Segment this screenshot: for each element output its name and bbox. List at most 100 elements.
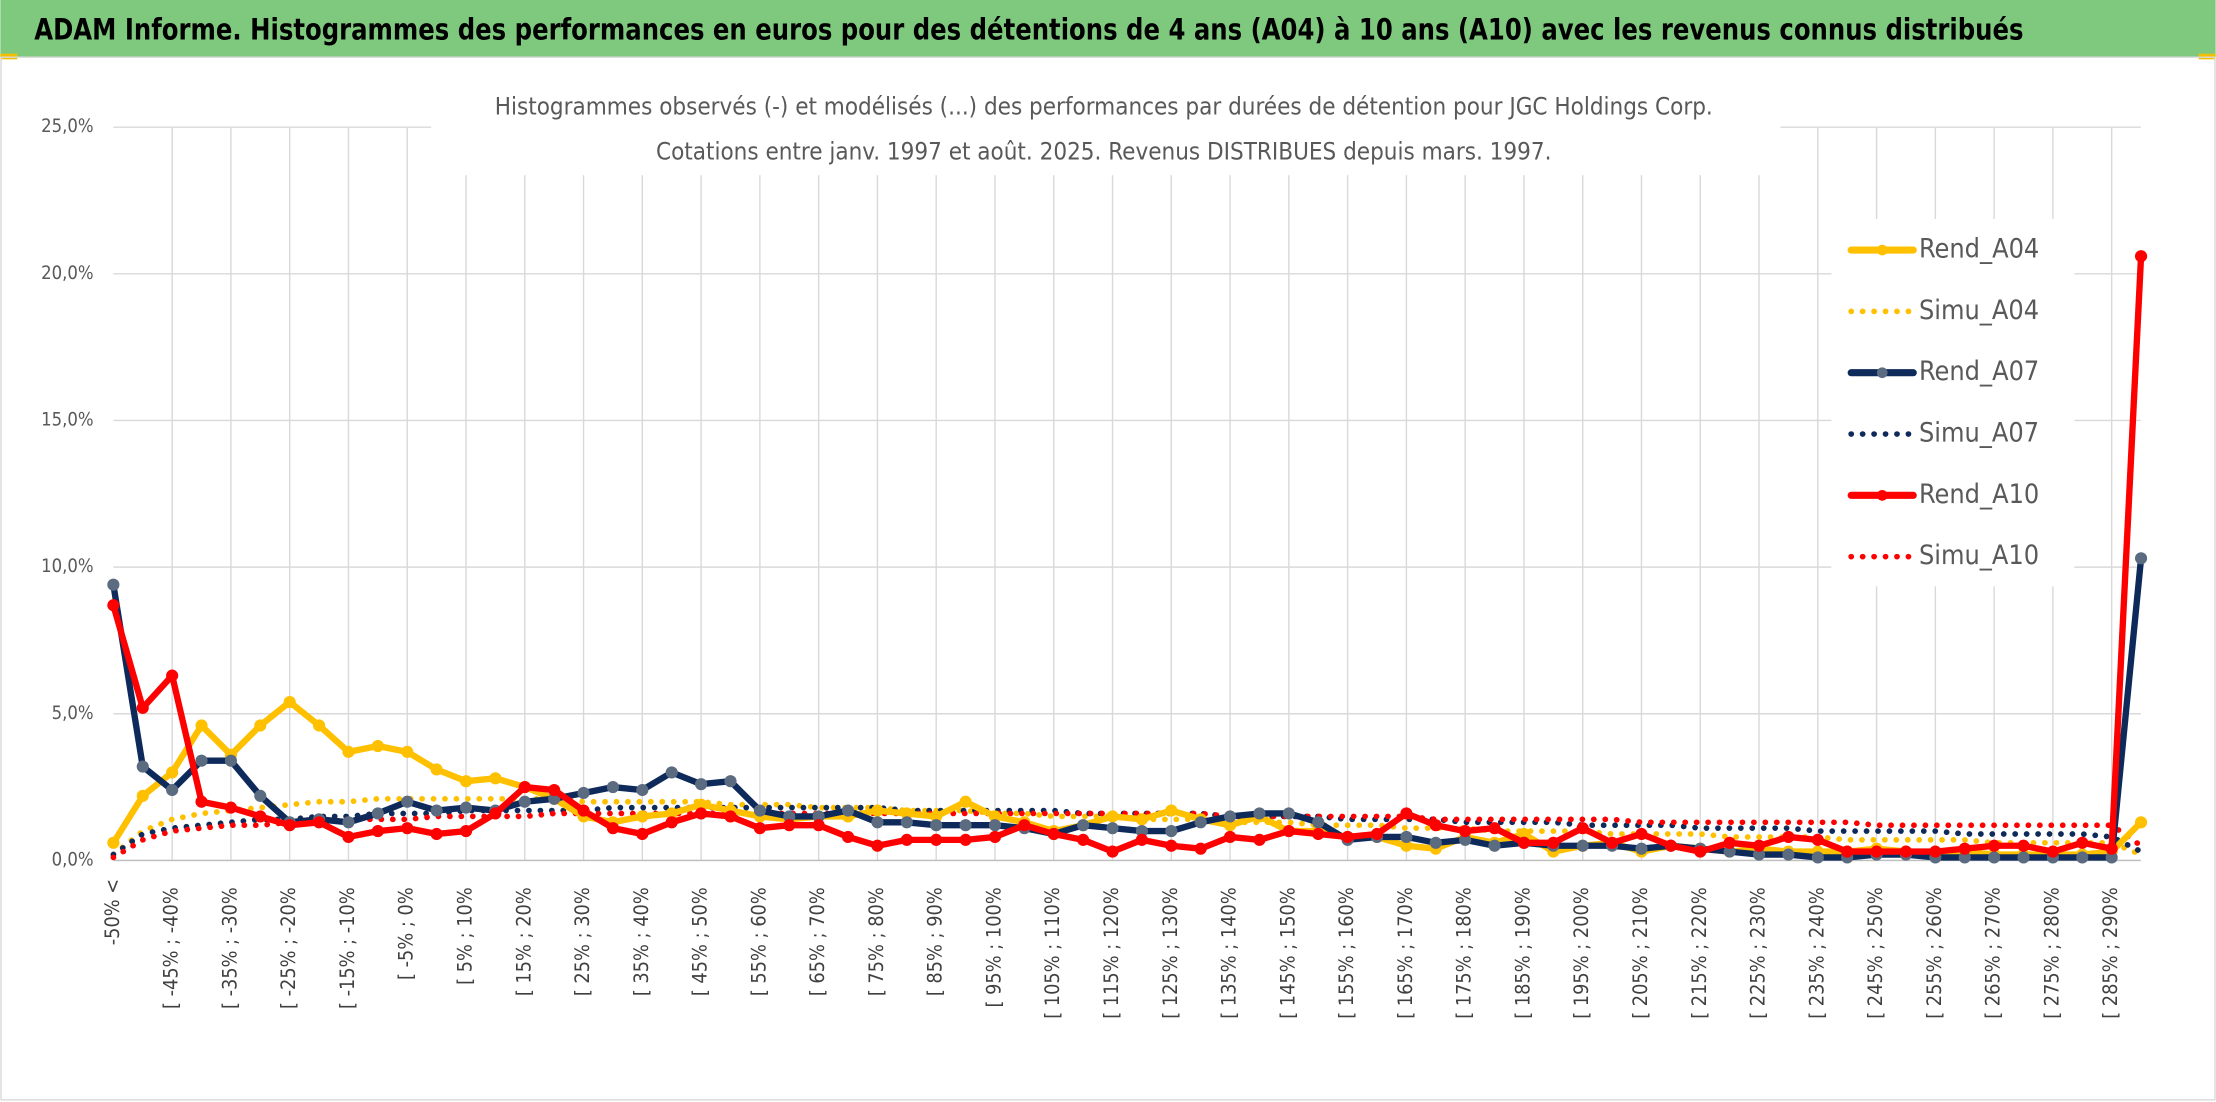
data-point bbox=[930, 819, 943, 832]
data-point bbox=[166, 669, 179, 682]
data-point bbox=[371, 825, 384, 838]
data-point bbox=[489, 772, 502, 785]
data-point bbox=[1723, 836, 1736, 849]
x-tick-label: [ 105% ; 110% bbox=[1041, 887, 1064, 1019]
x-tick-label: [ 125% ; 130% bbox=[1159, 887, 1182, 1019]
x-tick-label: -50% < bbox=[101, 879, 124, 946]
data-point bbox=[2134, 816, 2148, 829]
data-point bbox=[2076, 836, 2089, 849]
data-point bbox=[313, 816, 326, 829]
x-tick-label: [ 35% ; 40% bbox=[630, 887, 653, 996]
y-tick-label: 15,0% bbox=[41, 409, 93, 430]
y-tick-label: 20,0% bbox=[41, 263, 93, 284]
x-tick-label: [ 215% ; 220% bbox=[1688, 887, 1711, 1019]
data-point bbox=[1429, 819, 1442, 832]
data-point bbox=[1606, 836, 1619, 849]
y-tick-label: 5,0% bbox=[52, 703, 94, 724]
data-point bbox=[342, 816, 355, 829]
data-point bbox=[1547, 836, 1560, 849]
data-point bbox=[430, 827, 443, 841]
data-point bbox=[959, 795, 972, 808]
data-point bbox=[1635, 827, 1648, 841]
data-point bbox=[136, 701, 149, 714]
data-point bbox=[1752, 839, 1766, 852]
x-tick-label: [ 75% ; 80% bbox=[865, 887, 888, 996]
data-point bbox=[1165, 825, 1178, 838]
data-point bbox=[1018, 819, 1031, 832]
x-tick-label: [ -45% ; -40% bbox=[160, 887, 183, 1009]
data-point bbox=[841, 804, 855, 817]
series-line bbox=[110, 698, 2145, 858]
data-point bbox=[1106, 822, 1119, 835]
x-tick-label: [ 225% ; 230% bbox=[1747, 887, 1770, 1019]
x-tick-label: [ -5% ; 0% bbox=[395, 887, 418, 980]
series-line bbox=[110, 810, 2144, 861]
legend-label: Simu_A07 bbox=[1919, 418, 2039, 449]
x-tick-label: [ 115% ; 120% bbox=[1100, 887, 1123, 1019]
data-point bbox=[988, 830, 1002, 844]
data-point bbox=[1929, 845, 1942, 858]
data-point bbox=[136, 789, 149, 802]
data-point bbox=[1694, 845, 1707, 858]
data-point bbox=[2017, 851, 2030, 864]
data-point bbox=[1459, 825, 1472, 838]
data-point bbox=[430, 763, 443, 776]
chart-subtitle: Histogrammes observés (-) et modélisés (… bbox=[495, 92, 1713, 120]
x-tick-label: [ 135% ; 140% bbox=[1218, 887, 1241, 1019]
x-tick-label: [ 285% ; 290% bbox=[2099, 887, 2122, 1019]
x-tick-label: [ 235% ; 240% bbox=[1805, 887, 1828, 1019]
data-point bbox=[518, 781, 531, 794]
header-bar bbox=[0, 0, 2216, 57]
data-point bbox=[136, 760, 149, 773]
data-point bbox=[1576, 822, 1589, 835]
data-point bbox=[1106, 845, 1119, 858]
data-point bbox=[1782, 830, 1795, 844]
x-tick-label: [ -25% ; -20% bbox=[277, 887, 300, 1009]
data-point bbox=[1488, 822, 1501, 835]
data-point bbox=[606, 822, 620, 835]
data-point bbox=[665, 816, 678, 829]
data-point bbox=[1988, 839, 2001, 852]
data-point bbox=[1782, 848, 1795, 861]
data-point bbox=[871, 804, 884, 817]
data-point bbox=[1047, 827, 1060, 841]
x-tick-label: [ 85% ; 90% bbox=[924, 887, 947, 996]
y-tick-label: 25,0% bbox=[41, 116, 93, 137]
chart-subtitle: Cotations entre janv. 1997 et août. 2025… bbox=[656, 138, 1551, 166]
data-point bbox=[636, 810, 649, 823]
data-point bbox=[2046, 845, 2059, 858]
data-point bbox=[548, 783, 561, 797]
data-point bbox=[1811, 851, 1824, 864]
data-point bbox=[1635, 842, 1648, 855]
data-point bbox=[1282, 807, 1295, 820]
data-point bbox=[1077, 819, 1090, 832]
data-point bbox=[577, 804, 590, 817]
data-point bbox=[1135, 833, 1148, 846]
data-point bbox=[166, 783, 179, 797]
data-point bbox=[1870, 845, 1883, 858]
x-tick-label: [ 255% ; 260% bbox=[1923, 887, 1946, 1019]
data-point bbox=[1312, 816, 1325, 829]
data-point bbox=[665, 766, 678, 779]
legend-marker bbox=[1876, 244, 1888, 256]
data-point bbox=[2076, 851, 2089, 864]
data-point bbox=[1400, 830, 1413, 844]
data-point bbox=[1135, 813, 1148, 826]
data-point bbox=[841, 830, 855, 844]
data-point bbox=[959, 833, 972, 846]
data-point bbox=[401, 745, 414, 758]
data-point bbox=[1988, 851, 2001, 864]
data-point bbox=[342, 745, 355, 758]
x-tick-label: [ 65% ; 70% bbox=[806, 887, 829, 996]
x-tick-label: [ 25% ; 30% bbox=[571, 887, 594, 996]
data-point bbox=[1576, 839, 1589, 852]
data-point bbox=[254, 789, 267, 802]
data-point bbox=[107, 599, 120, 612]
data-point bbox=[577, 786, 590, 800]
y-tick-label: 0,0% bbox=[52, 849, 94, 870]
data-point bbox=[959, 819, 972, 832]
data-point bbox=[342, 830, 355, 844]
data-point bbox=[606, 781, 620, 794]
x-tick-label: [ 55% ; 60% bbox=[747, 887, 770, 996]
